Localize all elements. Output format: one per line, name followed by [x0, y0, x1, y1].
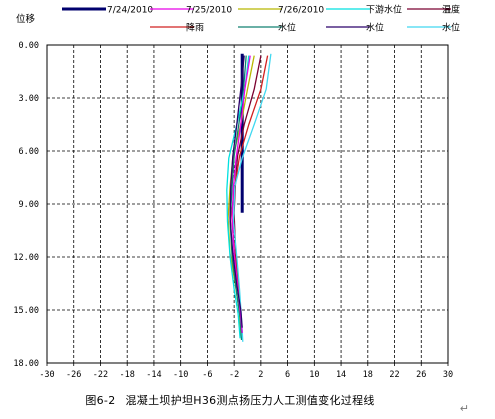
- y-tick-label: 0.00: [19, 41, 39, 51]
- x-tick-label: 30: [443, 370, 453, 380]
- x-tick-label: -18: [120, 370, 135, 380]
- legend-label: 7/26/2010: [278, 6, 324, 16]
- y-tick-label: 15.00: [13, 306, 39, 316]
- figure-title: 混凝土坝护坦H36测点扬压力人工测值变化过程线: [125, 394, 375, 407]
- y-tick-label: 6.00: [19, 147, 39, 157]
- legend-label: 7/25/2010: [186, 6, 232, 16]
- x-tick-label: -14: [146, 370, 161, 380]
- ticks: -30 -26 -22 -18 -14 -10 -6 -2 2 6 10 14 18 22 26 300.00…: [13, 41, 453, 380]
- x-tick-label: 6: [285, 370, 290, 380]
- y-axis-label: 位移: [16, 13, 36, 25]
- legend-label: 水位: [278, 22, 296, 34]
- y-tick-label: 9.00: [19, 200, 39, 210]
- x-tick-label: -26: [66, 370, 81, 380]
- series-line: [226, 55, 250, 339]
- return-mark: ↵: [459, 402, 469, 415]
- x-tick-label: -30: [39, 370, 54, 380]
- series-line: [232, 53, 272, 342]
- y-tick-label: 3.00: [19, 94, 39, 104]
- series-line: [229, 55, 245, 328]
- legend-label: 7/24/2010: [107, 6, 153, 16]
- series: [226, 53, 272, 342]
- legend-label: 水位: [442, 22, 460, 34]
- legend-label: 降雨: [186, 22, 204, 34]
- x-tick-label: 2: [258, 370, 263, 380]
- figure-caption: 图6-2 混凝土坝护坦H36测点扬压力人工测值变化过程线: [0, 392, 470, 408]
- y-tick-label: 18.00: [13, 359, 39, 369]
- plot-frame: [46, 44, 449, 364]
- legend-label: 温度: [442, 4, 460, 16]
- legend-label: 下游水位: [366, 4, 402, 16]
- x-tick-label: -2: [229, 370, 239, 380]
- x-tick-label: 26: [416, 370, 426, 380]
- x-tick-label: -22: [93, 370, 108, 380]
- grid: [47, 45, 448, 363]
- legend-label: 水位: [366, 22, 384, 34]
- x-tick-label: 14: [336, 370, 346, 380]
- x-tick-label: -10: [173, 370, 188, 380]
- x-tick-label: 22: [389, 370, 399, 380]
- figure-number: 图6-2: [85, 394, 116, 407]
- x-tick-label: 10: [309, 370, 319, 380]
- x-tick-label: -6: [202, 370, 212, 380]
- x-tick-label: 18: [363, 370, 373, 380]
- y-tick-label: 12.00: [13, 253, 39, 263]
